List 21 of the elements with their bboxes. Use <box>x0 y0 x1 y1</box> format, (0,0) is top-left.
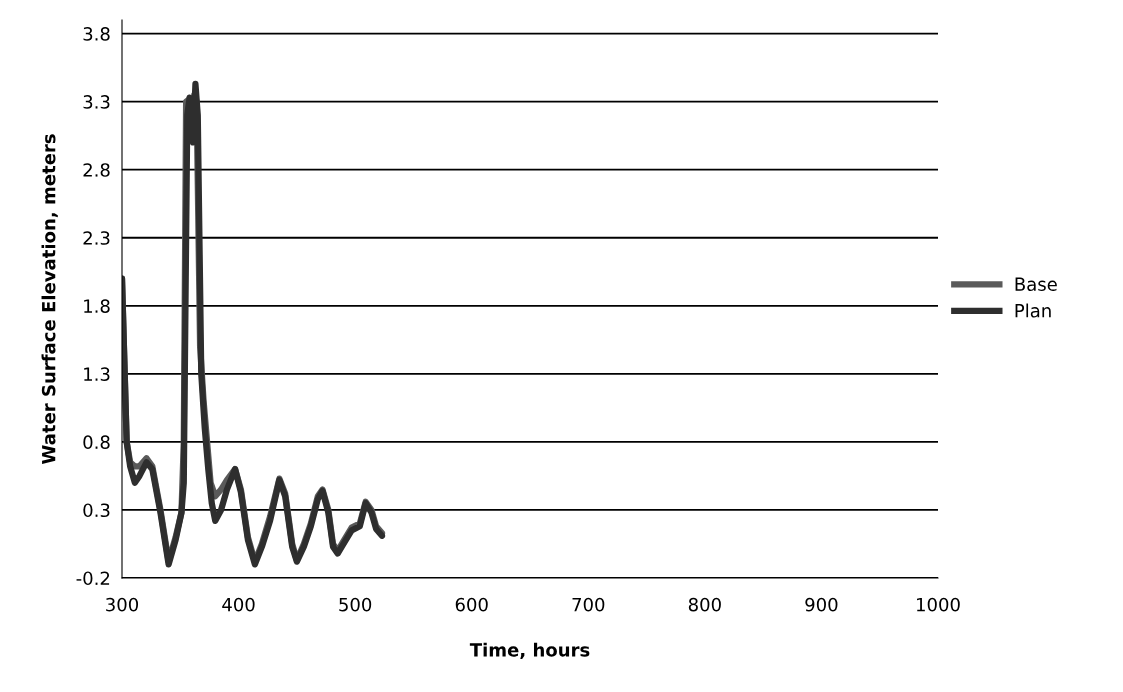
y-tick-label: 0.3 <box>83 503 110 518</box>
x-tick-label: 800 <box>688 597 721 612</box>
y-tick-label: 2.8 <box>83 163 110 177</box>
y-tick-label: 2.3 <box>83 231 110 245</box>
x-tick-label: 1000 <box>917 597 960 612</box>
y-tick-label: 0.8 <box>83 435 110 450</box>
x-tick-label: 600 <box>455 597 488 612</box>
legend-label: Plan <box>1015 303 1051 318</box>
y-axis-title: Water Surface Elevation, meters <box>41 134 58 464</box>
x-tick-label: 900 <box>805 597 838 612</box>
y-tick-label: 1.8 <box>84 299 110 313</box>
x-tick-label: 500 <box>339 597 372 612</box>
x-axis-title: Time, hours <box>469 642 590 659</box>
y-tick-label: 1.3 <box>84 367 110 381</box>
x-tick-label: 400 <box>222 597 255 612</box>
x-tick-label: 300 <box>106 597 139 612</box>
legend-label: Base <box>1015 277 1057 291</box>
y-tick-label: 3.8 <box>83 27 110 41</box>
x-tick-label: 700 <box>572 597 605 612</box>
y-tick-label: 3.3 <box>83 95 110 109</box>
y-tick-label: -0.2 <box>76 571 110 586</box>
